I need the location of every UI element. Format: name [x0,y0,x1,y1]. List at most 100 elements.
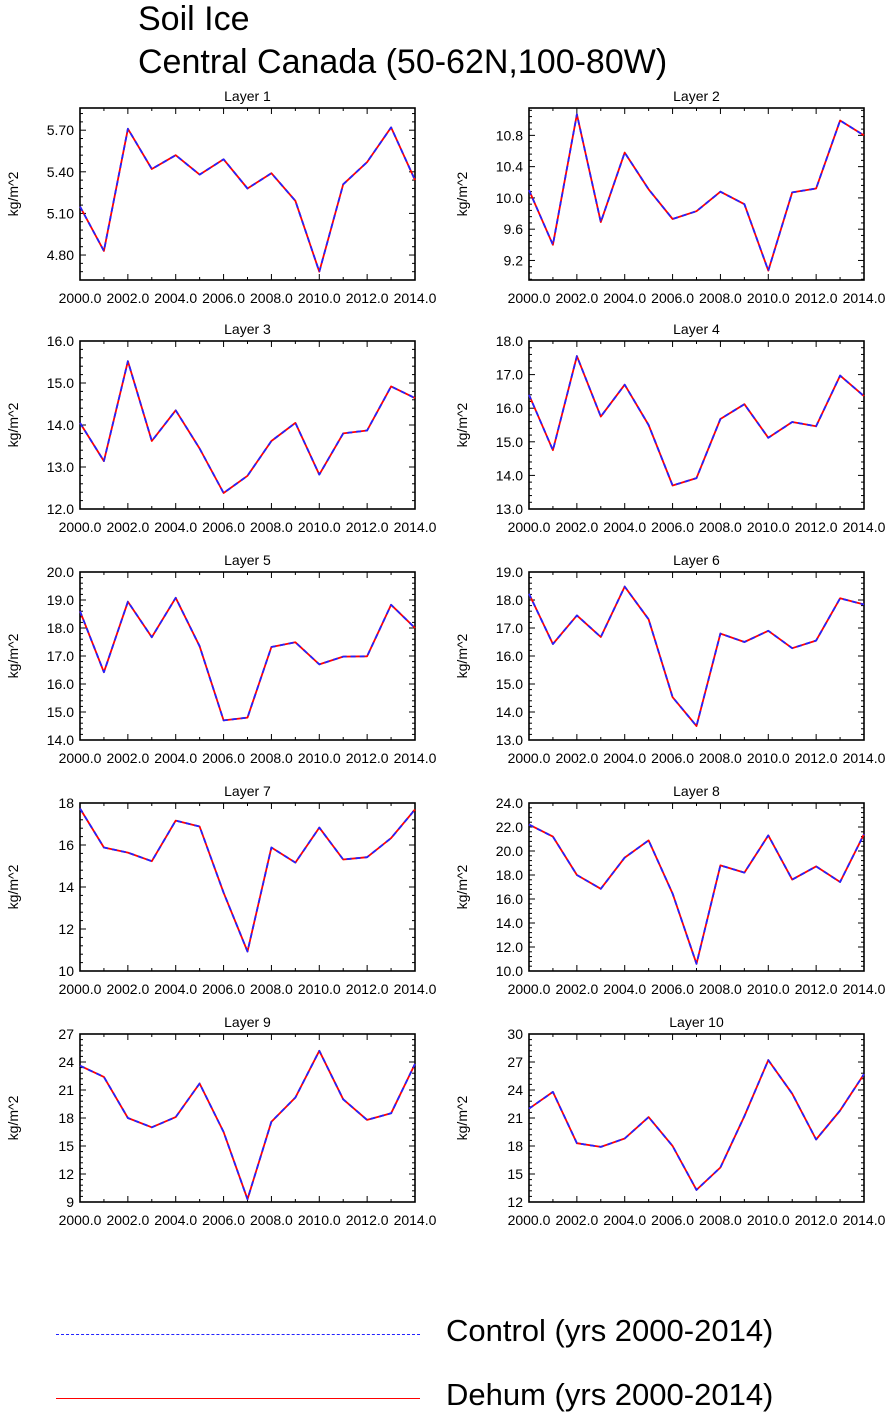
y-tick-label: 18 [58,795,74,811]
x-tick-label: 2012.0 [346,290,389,306]
x-tick-label: 2004.0 [603,519,646,535]
x-tick-label: 2000.0 [59,519,102,535]
y-tick-label: 14.0 [496,467,523,483]
y-tick-label: 15 [58,1138,74,1154]
x-tick-label: 2012.0 [346,1212,389,1228]
y-axis-label: kg/m^2 [454,171,470,216]
x-tick-label: 2004.0 [154,750,197,766]
plot-frame [79,802,416,972]
y-tick-label: 18.0 [496,333,523,349]
y-tick-label: 16.0 [496,891,523,907]
panel-layer-9: Layer 9 kg/m^2 2000.0 2002.0 2004.0 2006.0 200… [5,1014,437,1228]
y-axis-label: kg/m^2 [454,402,470,447]
series-control-line [79,360,416,494]
y-tick-label: 18.0 [496,867,523,883]
y-tick-label: 10.8 [496,127,523,143]
y-tick-label: 5.40 [47,164,74,180]
figure-subtitle: Central Canada (50-62N,100-80W) [138,43,668,81]
panel-layer-4: Layer 4 kg/m^2 2000.0 2002.0 2004.0 2006.0 200… [454,321,886,535]
x-tick-label: 2012.0 [795,1212,838,1228]
panel-layer-5: Layer 5 kg/m^2 2000.0 2002.0 2004.0 2006.0 200… [5,552,437,766]
y-tick-label: 12 [507,1194,523,1210]
x-tick-label: 2002.0 [106,290,149,306]
panel-layer-2: Layer 2 kg/m^2 2000.0 2002.0 2004.0 2006.0 200… [454,88,886,306]
y-tick-label: 13.0 [496,501,523,517]
x-tick-label: 2010.0 [747,519,790,535]
x-tick-label: 2000.0 [508,981,551,997]
y-tick-label: 21 [507,1110,523,1126]
x-tick-label: 2000.0 [508,1212,551,1228]
x-tick-label: 2006.0 [202,1212,245,1228]
series-control-line [528,823,865,965]
x-tick-label: 2014.0 [843,750,886,766]
y-tick-label: 19.0 [47,592,74,608]
series-dehum-line [528,1059,865,1191]
panel-title: Layer 10 [669,1014,724,1030]
y-tick-label: 10.0 [496,963,523,979]
y-axis-label: kg/m^2 [5,1095,21,1140]
panel-layer-6: Layer 6 kg/m^2 2000.0 2002.0 2004.0 2006.0 200… [454,552,886,766]
figure-title: Soil Ice [138,0,250,38]
x-tick-label: 2012.0 [795,750,838,766]
x-tick-label: 2004.0 [603,1212,646,1228]
x-tick-label: 2004.0 [154,981,197,997]
y-tick-label: 16.0 [496,648,523,664]
y-tick-label: 30 [507,1026,523,1042]
x-tick-label: 2014.0 [843,519,886,535]
y-tick-label: 16.0 [47,333,74,349]
x-tick-label: 2000.0 [59,750,102,766]
y-tick-label: 5.70 [47,122,74,138]
series-dehum-line [528,585,865,727]
y-axis-label: kg/m^2 [5,171,21,216]
panel-title: Layer 9 [224,1014,271,1030]
y-tick-label: 15.0 [47,704,74,720]
x-tick-label: 2004.0 [154,519,197,535]
x-tick-label: 2006.0 [202,290,245,306]
y-tick-label: 10 [58,963,74,979]
y-tick-label: 5.10 [47,205,74,221]
series-control-line [79,1049,416,1201]
x-tick-label: 2010.0 [747,290,790,306]
y-tick-label: 12.0 [496,939,523,955]
x-tick-label: 2006.0 [202,519,245,535]
y-tick-label: 27 [507,1054,523,1070]
y-tick-label: 16.0 [47,676,74,692]
series-control-line [79,126,416,273]
x-tick-label: 2008.0 [699,290,742,306]
y-tick-label: 18.0 [47,620,74,636]
x-tick-label: 2006.0 [202,981,245,997]
x-tick-label: 2014.0 [843,1212,886,1228]
series-control-line [528,585,865,727]
y-tick-label: 9.6 [504,221,524,237]
x-tick-label: 2008.0 [699,981,742,997]
x-tick-label: 2010.0 [298,750,341,766]
y-tick-label: 4.80 [47,247,74,263]
y-tick-label: 22.0 [496,819,523,835]
series-dehum-line [79,808,416,953]
y-tick-label: 21 [58,1082,74,1098]
x-tick-label: 2014.0 [394,519,437,535]
panel-layer-1: Layer 1 kg/m^2 2000.0 2002.0 2004.0 2006.0 200… [5,88,437,306]
series-control-line [528,1059,865,1191]
x-tick-label: 2010.0 [747,750,790,766]
y-tick-label: 14 [58,879,74,895]
panel-layer-8: Layer 8 kg/m^2 2000.0 2002.0 2004.0 2006.0 200… [454,783,886,997]
y-tick-label: 16.0 [496,400,523,416]
x-tick-label: 2012.0 [346,519,389,535]
series-dehum-line [528,823,865,965]
x-tick-label: 2014.0 [394,750,437,766]
panel-title: Layer 8 [673,783,720,799]
y-tick-label: 14.0 [496,915,523,931]
y-tick-label: 14.0 [47,732,74,748]
y-axis-label: kg/m^2 [5,402,21,447]
y-tick-label: 20.0 [496,843,523,859]
legend-dehum-label: Dehum (yrs 2000-2014) [446,1377,774,1412]
plot-frame [528,802,865,972]
x-tick-label: 2008.0 [250,1212,293,1228]
x-tick-label: 2004.0 [603,981,646,997]
series-control-line [528,355,865,487]
x-tick-label: 2000.0 [59,290,102,306]
panel-layer-10: Layer 10 kg/m^2 2000.0 2002.0 2004.0 2006.0 20… [454,1014,886,1228]
x-tick-label: 2000.0 [59,1212,102,1228]
